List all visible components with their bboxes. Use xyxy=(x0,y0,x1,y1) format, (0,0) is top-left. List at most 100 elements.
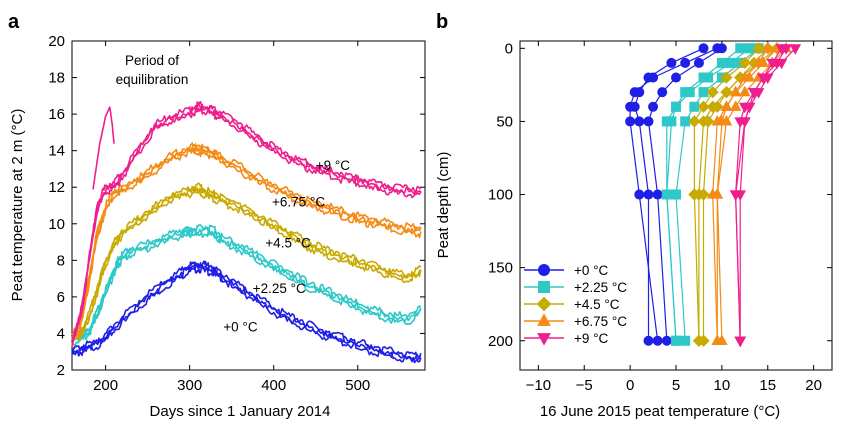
point-marker xyxy=(738,56,751,70)
point-marker xyxy=(743,102,756,114)
point-marker xyxy=(680,116,691,127)
point-marker xyxy=(688,115,701,128)
point-marker xyxy=(735,43,746,54)
y-tick-label: 150 xyxy=(488,260,513,277)
point-marker xyxy=(739,85,751,97)
point-marker xyxy=(789,44,802,55)
panel-a-series xyxy=(71,101,422,364)
point-marker xyxy=(643,335,654,346)
series-line-t0 xyxy=(71,260,422,360)
point-marker xyxy=(698,43,709,54)
point-marker xyxy=(536,296,552,312)
panel-b-series xyxy=(625,41,802,348)
point-marker xyxy=(692,188,706,201)
point-marker xyxy=(652,335,663,346)
point-marker xyxy=(692,334,706,347)
x-tick-label: 200 xyxy=(93,377,118,394)
x-tick-label: 400 xyxy=(261,377,286,394)
point-marker xyxy=(661,335,672,346)
series-line-t9 xyxy=(71,104,422,347)
point-marker xyxy=(748,88,760,99)
point-marker xyxy=(698,87,709,98)
point-marker xyxy=(634,116,645,127)
y-tick-label: 100 xyxy=(488,187,513,204)
legend-label: +0 °C xyxy=(574,263,609,278)
series-label: +9 °C xyxy=(316,158,351,173)
point-marker xyxy=(537,313,551,326)
series-label: +6.75 °C xyxy=(272,194,325,209)
point-marker xyxy=(538,281,550,293)
point-marker xyxy=(711,334,724,345)
point-marker xyxy=(652,189,663,200)
x-tick-label: 500 xyxy=(345,377,370,394)
x-tick-label: 15 xyxy=(759,377,776,394)
profile-line-t9 xyxy=(734,47,787,341)
point-marker xyxy=(706,188,719,199)
series-line-t9 xyxy=(71,103,422,342)
point-marker xyxy=(697,100,710,113)
y-tick-label: 18 xyxy=(48,70,65,87)
x-tick-label: 300 xyxy=(177,377,202,394)
panel-b-axes xyxy=(519,40,833,371)
point-marker xyxy=(775,44,788,55)
x-tick-label: 20 xyxy=(805,377,822,394)
point-marker xyxy=(729,85,742,97)
point-marker xyxy=(729,100,742,111)
panel-b-label: b xyxy=(436,11,448,33)
series-line-t675 xyxy=(71,142,422,336)
panel-b-frame xyxy=(519,40,833,371)
panel-b-legend: +0 °C +2.25 °C +4.5 °C +6.75 °C +9 °C xyxy=(524,263,627,346)
point-marker xyxy=(643,116,654,127)
point-marker xyxy=(671,72,681,83)
y-tick-label: 16 xyxy=(48,106,65,123)
profile-line-t9 xyxy=(739,47,796,341)
point-marker xyxy=(752,56,765,68)
legend-label: +2.25 °C xyxy=(574,280,627,295)
series-line-t0 xyxy=(71,262,422,363)
y-tick-label: 6 xyxy=(57,289,65,306)
point-marker xyxy=(720,100,733,111)
panel-a-y-axis-label: Peat temperature at 2 m (°C) xyxy=(9,109,26,302)
y-tick-label: 4 xyxy=(57,325,65,342)
point-marker xyxy=(720,71,733,84)
y-tick-label: 2 xyxy=(57,362,65,379)
x-tick-label: −5 xyxy=(576,377,593,394)
point-marker xyxy=(538,264,550,276)
point-marker xyxy=(689,101,700,112)
x-tick-label: 0 xyxy=(626,377,634,394)
series-label: +2.25 °C xyxy=(253,281,306,296)
equilibration-annotation-line2: equilibration xyxy=(116,72,189,87)
point-marker xyxy=(739,71,751,82)
point-marker xyxy=(775,58,788,70)
panel-a-series-labels: +0 °C +2.25 °C +4.5 °C +6.75 °C +9 °C xyxy=(223,158,350,335)
series-line-t675 xyxy=(71,144,422,342)
point-marker xyxy=(629,101,640,112)
point-marker xyxy=(671,335,681,346)
point-marker xyxy=(729,190,742,201)
panel-a-ticks: 200 300 400 500 2 4 6 8 10 12 14 16 18 20 xyxy=(48,33,425,394)
legend-label: +6.75 °C xyxy=(574,314,627,329)
y-tick-label: 10 xyxy=(48,216,65,233)
series-label: +0 °C xyxy=(223,320,258,335)
y-tick-label: 20 xyxy=(48,33,65,50)
point-marker xyxy=(634,189,645,200)
legend-label: +4.5 °C xyxy=(574,297,620,312)
point-marker xyxy=(720,114,733,126)
panel-a-x-axis-label: Days since 1 January 2014 xyxy=(150,403,331,420)
point-marker xyxy=(648,101,659,112)
x-tick-label: 10 xyxy=(714,377,731,394)
series-line-t9 xyxy=(71,101,422,340)
point-marker xyxy=(757,73,769,84)
point-marker xyxy=(706,86,719,99)
point-marker xyxy=(643,189,654,200)
legend-label: +9 °C xyxy=(574,331,609,346)
y-tick-label: 14 xyxy=(48,143,65,160)
profile-line-t0 xyxy=(629,47,718,341)
point-marker xyxy=(711,114,724,126)
point-marker xyxy=(643,72,654,83)
point-marker xyxy=(661,189,672,200)
point-marker xyxy=(693,57,704,68)
point-marker xyxy=(720,86,733,99)
